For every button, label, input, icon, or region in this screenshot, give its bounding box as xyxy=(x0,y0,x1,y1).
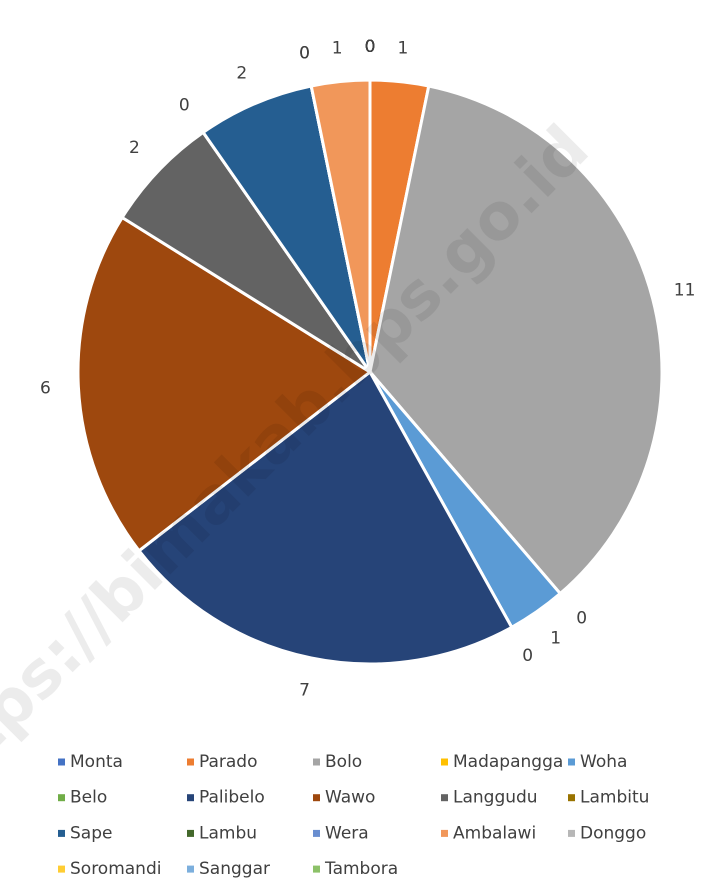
data-label: 0 xyxy=(179,95,190,115)
legend-label: Ambalawi xyxy=(453,823,536,843)
pie-slice xyxy=(76,215,373,553)
data-label: 0 xyxy=(522,646,533,666)
data-label: 0 xyxy=(365,37,376,57)
legend-label: Madapangga xyxy=(453,752,563,772)
legend-label: Sape xyxy=(70,823,112,843)
legend-swatch xyxy=(313,758,320,766)
legend-swatch xyxy=(58,865,65,873)
legend-label: Wawo xyxy=(325,788,375,808)
legend-label: Lambitu xyxy=(580,788,649,808)
data-label: 0 xyxy=(365,37,376,57)
legend-label: Monta xyxy=(70,752,123,772)
legend-label: Langgudu xyxy=(453,788,538,808)
pie-slice xyxy=(136,369,514,666)
legend-swatch xyxy=(187,829,194,837)
data-label: 0 xyxy=(365,37,376,57)
data-label: 2 xyxy=(129,138,140,158)
legend-swatch xyxy=(441,794,448,802)
legend-swatch xyxy=(568,829,575,837)
data-label: 1 xyxy=(332,39,343,59)
data-label: 0 xyxy=(365,37,376,57)
legend-label: Tambora xyxy=(324,859,398,879)
legend-swatch xyxy=(187,758,194,766)
legend-swatch xyxy=(187,865,194,873)
legend-label: Parado xyxy=(199,752,258,772)
legend-swatch xyxy=(187,794,194,802)
legend-swatch xyxy=(58,794,65,802)
legend-swatch xyxy=(568,758,575,766)
data-label: 1 xyxy=(550,629,561,649)
legend-swatch xyxy=(441,829,448,837)
pie-slice xyxy=(368,84,664,596)
legend: Monta Parado Bolo Madapangga Woha Belo Palibel… xyxy=(58,752,649,879)
legend-label: Lambu xyxy=(199,823,257,843)
data-label: 11 xyxy=(674,281,696,301)
data-label: 0 xyxy=(299,44,310,64)
legend-label: Belo xyxy=(70,788,107,808)
data-label: 0 xyxy=(576,609,587,629)
data-label: 7 xyxy=(299,680,310,700)
legend-label: Soromandi xyxy=(70,859,161,879)
data-label: 1 xyxy=(397,39,408,59)
legend-swatch xyxy=(58,829,65,837)
legend-swatch xyxy=(313,794,320,802)
legend-swatch xyxy=(568,794,575,802)
legend-label: Woha xyxy=(580,752,627,772)
legend-swatch xyxy=(441,758,448,766)
pie-slice xyxy=(201,84,372,373)
legend-swatch xyxy=(58,758,65,766)
legend-swatch xyxy=(313,829,320,837)
data-label: 0 xyxy=(365,37,376,57)
data-label: 6 xyxy=(40,378,51,398)
legend-label: Wera xyxy=(325,823,369,843)
legend-label: Donggo xyxy=(580,823,646,843)
data-label: 2 xyxy=(236,63,247,83)
pie-slice xyxy=(120,130,372,374)
legend-swatch xyxy=(313,865,320,873)
legend-label: Palibelo xyxy=(199,788,265,808)
legend-label: Bolo xyxy=(325,752,362,772)
legend-label: Sanggar xyxy=(199,859,270,879)
data-label: 0 xyxy=(299,44,310,64)
